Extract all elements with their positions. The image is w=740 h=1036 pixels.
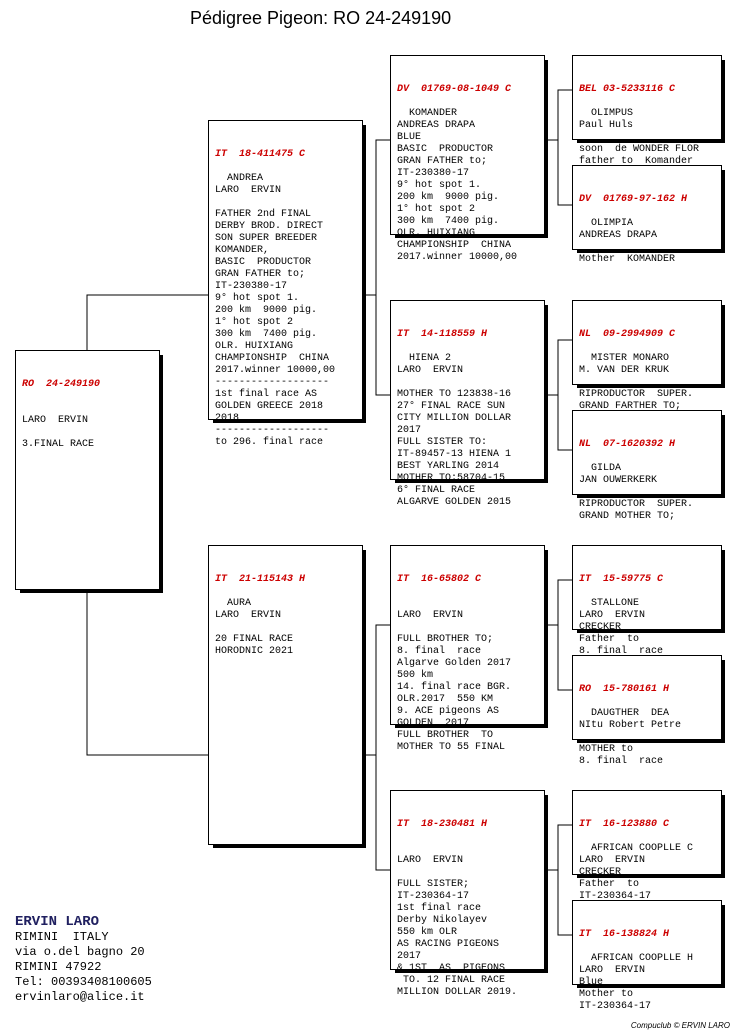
gen2-fm-body: HIENA 2 LARO ERVIN MOTHER TO 123838-16 2… <box>397 353 511 508</box>
gen3-mfm-box: RO 15-780161 H DAUGTHER DEA NItu Robert … <box>572 655 722 740</box>
gen2-mm-box: IT 18-230481 H LARO ERVIN FULL SISTER; I… <box>390 790 545 970</box>
gen1-mother-body: AURA LARO ERVIN 20 FINAL RACE HORODNIC 2… <box>215 598 293 657</box>
gen3-mfm-ring: RO 15-780161 H <box>579 684 715 696</box>
breeder-address: RIMINI ITALY via o.del bagno 20 RIMINI 4… <box>15 930 152 1005</box>
gen3-ffm-body: OLIMPIA ANDREAS DRAPA Mother KOMANDER <box>579 218 675 265</box>
gen3-fff-ring: BEL 03-5233116 C <box>579 84 715 96</box>
gen3-mff-box: IT 15-59775 C STALLONE LARO ERVIN CRECKE… <box>572 545 722 630</box>
gen1-mother-box: IT 21-115143 H AURA LARO ERVIN 20 FINAL … <box>208 545 363 845</box>
breeder-footer: ERVIN LARO RIMINI ITALY via o.del bagno … <box>15 915 152 1005</box>
gen2-mm-body: LARO ERVIN FULL SISTER; IT-230364-17 1st… <box>397 855 517 998</box>
gen1-father-ring: IT 18-411475 C <box>215 149 356 161</box>
gen3-fmf-box: NL 09-2994909 C MISTER MONARO M. VAN DER… <box>572 300 722 385</box>
gen3-mmm-ring: IT 16-138824 H <box>579 929 715 941</box>
gen3-mmm-box: IT 16-138824 H AFRICAN COOPLLE H LARO ER… <box>572 900 722 985</box>
gen2-fm-box: IT 14-118559 H HIENA 2 LARO ERVIN MOTHER… <box>390 300 545 480</box>
gen0-ring: RO 24-249190 <box>22 379 153 391</box>
gen3-fmf-body: MISTER MONARO M. VAN DER KRUK RIPRODUCTO… <box>579 353 693 412</box>
gen3-mfm-body: DAUGTHER DEA NItu Robert Petre MOTHER to… <box>579 708 681 767</box>
gen1-father-box: IT 18-411475 C ANDREA LARO ERVIN FATHER … <box>208 120 363 420</box>
gen3-mmf-body: AFRICAN COOPLLE C LARO ERVIN CRECKER Fat… <box>579 843 693 902</box>
gen3-mmf-ring: IT 16-123880 C <box>579 819 715 831</box>
gen0-box: RO 24-249190 LARO ERVIN 3.FINAL RACE <box>15 350 160 590</box>
gen3-fmf-ring: NL 09-2994909 C <box>579 329 715 341</box>
gen3-fmm-ring: NL 07-1620392 H <box>579 439 715 451</box>
gen3-fmm-box: NL 07-1620392 H GILDA JAN OUWERKERK RIPR… <box>572 410 722 495</box>
gen3-mff-ring: IT 15-59775 C <box>579 574 715 586</box>
gen2-mm-ring: IT 18-230481 H <box>397 819 538 831</box>
gen3-fmm-body: GILDA JAN OUWERKERK RIPRODUCTOR SUPER. G… <box>579 463 693 522</box>
page-title: Pédigree Pigeon: RO 24-249190 <box>190 8 451 29</box>
gen2-ff-box: DV 01769-08-1049 C KOMANDER ANDREAS DRAP… <box>390 55 545 235</box>
gen2-mf-ring: IT 16-65802 C <box>397 574 538 586</box>
gen3-ffm-ring: DV 01769-97-162 H <box>579 194 715 206</box>
gen3-fff-box: BEL 03-5233116 C OLIMPUS Paul Huls soon … <box>572 55 722 140</box>
gen2-ff-body: KOMANDER ANDREAS DRAPA BLUE BASIC PRODUC… <box>397 108 517 263</box>
gen3-mmm-body: AFRICAN COOPLLE H LARO ERVIN Blue Mother… <box>579 953 693 1012</box>
gen2-fm-ring: IT 14-118559 H <box>397 329 538 341</box>
gen1-father-body: ANDREA LARO ERVIN FATHER 2nd FINAL DERBY… <box>215 173 335 448</box>
gen1-mother-ring: IT 21-115143 H <box>215 574 356 586</box>
gen2-mf-box: IT 16-65802 C LARO ERVIN FULL BROTHER TO… <box>390 545 545 725</box>
gen3-mff-body: STALLONE LARO ERVIN CRECKER Father to 8.… <box>579 598 663 657</box>
breeder-name: ERVIN LARO <box>15 915 152 930</box>
gen0-body: LARO ERVIN 3.FINAL RACE <box>22 415 94 450</box>
gen3-ffm-box: DV 01769-97-162 H OLIMPIA ANDREAS DRAPA … <box>572 165 722 250</box>
gen2-ff-ring: DV 01769-08-1049 C <box>397 84 538 96</box>
gen3-mmf-box: IT 16-123880 C AFRICAN COOPLLE C LARO ER… <box>572 790 722 875</box>
gen2-mf-body: LARO ERVIN FULL BROTHER TO; 8. final rac… <box>397 610 511 753</box>
gen3-fff-body: OLIMPUS Paul Huls soon de WONDER FLOR fa… <box>579 108 699 167</box>
credit-line: Compuclub © ERVIN LARO <box>631 1021 730 1030</box>
